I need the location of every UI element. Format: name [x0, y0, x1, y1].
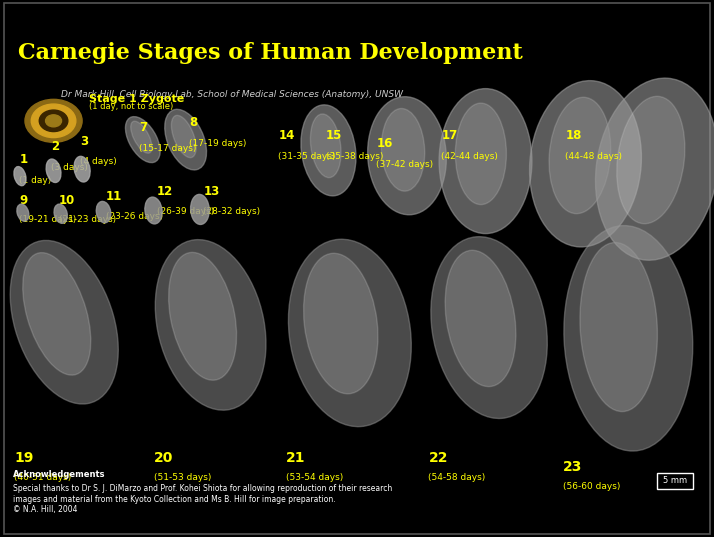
Text: 12: 12	[157, 185, 174, 198]
Text: Stage 1 Zygote: Stage 1 Zygote	[89, 93, 184, 104]
Ellipse shape	[381, 108, 425, 191]
Ellipse shape	[74, 156, 90, 182]
Text: 20: 20	[154, 451, 173, 465]
Text: 2: 2	[51, 140, 59, 153]
Text: 21: 21	[286, 451, 305, 465]
Ellipse shape	[96, 201, 111, 223]
Text: (1 day): (1 day)	[19, 176, 51, 185]
Ellipse shape	[456, 103, 506, 205]
Text: (51-53 days): (51-53 days)	[154, 473, 211, 482]
Text: (17-19 days): (17-19 days)	[189, 139, 246, 148]
Text: (23-26 days): (23-26 days)	[106, 212, 163, 221]
Text: (44-48 days): (44-48 days)	[565, 152, 623, 161]
Text: 23: 23	[563, 460, 582, 474]
Circle shape	[46, 115, 61, 127]
Ellipse shape	[145, 197, 162, 224]
Text: (42-44 days): (42-44 days)	[441, 152, 498, 161]
FancyBboxPatch shape	[657, 473, 693, 489]
Text: 15: 15	[326, 129, 342, 142]
Text: (35-38 days): (35-38 days)	[326, 152, 383, 161]
Text: 5 mm: 5 mm	[663, 476, 687, 485]
Ellipse shape	[131, 121, 152, 153]
Text: © N.A. Hill, 2004: © N.A. Hill, 2004	[13, 505, 77, 514]
Text: 1: 1	[19, 154, 27, 166]
Text: (1 day, not to scale): (1 day, not to scale)	[89, 102, 174, 111]
Text: (53-54 days): (53-54 days)	[286, 473, 343, 482]
Text: 19: 19	[14, 451, 34, 465]
Ellipse shape	[580, 243, 658, 411]
Ellipse shape	[311, 114, 341, 178]
Ellipse shape	[439, 89, 532, 234]
Text: (3 days): (3 days)	[51, 163, 89, 172]
Ellipse shape	[368, 97, 446, 215]
Ellipse shape	[171, 115, 196, 158]
Text: 14: 14	[278, 129, 295, 142]
Circle shape	[39, 110, 68, 132]
Text: Acknowledgements: Acknowledgements	[13, 470, 106, 479]
Text: (40-51 days): (40-51 days)	[14, 473, 71, 482]
Text: 18: 18	[565, 129, 582, 142]
Text: Dr Mark Hill, Cell Biology Lab, School of Medical Sciences (Anatomy), UNSW: Dr Mark Hill, Cell Biology Lab, School o…	[61, 90, 403, 99]
Text: 13: 13	[203, 185, 220, 198]
Text: 10: 10	[59, 194, 75, 207]
Text: 9: 9	[19, 194, 28, 207]
Ellipse shape	[303, 253, 378, 394]
Text: 16: 16	[376, 137, 393, 150]
Text: images and material from the Kyoto Collection and Ms B. Hill for image preparati: images and material from the Kyoto Colle…	[13, 495, 336, 504]
Text: (37-42 days): (37-42 days)	[376, 160, 433, 169]
Ellipse shape	[288, 240, 411, 426]
Text: 8: 8	[189, 116, 198, 129]
Ellipse shape	[169, 252, 236, 380]
Ellipse shape	[126, 117, 160, 163]
Text: (4 days): (4 days)	[80, 157, 116, 166]
Text: 7: 7	[139, 121, 147, 134]
Text: (31-35 days): (31-35 days)	[278, 152, 336, 161]
Ellipse shape	[54, 204, 67, 223]
Text: 3: 3	[80, 135, 88, 148]
Ellipse shape	[10, 241, 119, 404]
Ellipse shape	[549, 97, 610, 214]
Ellipse shape	[155, 240, 266, 410]
Text: (21-23 days): (21-23 days)	[59, 215, 116, 224]
Ellipse shape	[301, 105, 356, 196]
Text: 22: 22	[428, 451, 448, 465]
Text: Special thanks to Dr S. J. DiMarzo and Prof. Kohei Shiota for allowing reproduct: Special thanks to Dr S. J. DiMarzo and P…	[13, 484, 392, 493]
Text: Carnegie Stages of Human Development: Carnegie Stages of Human Development	[18, 42, 523, 64]
Ellipse shape	[617, 96, 685, 224]
Text: (56-60 days): (56-60 days)	[563, 482, 620, 491]
Ellipse shape	[445, 250, 516, 387]
Text: 11: 11	[106, 190, 122, 203]
Ellipse shape	[595, 78, 714, 260]
Ellipse shape	[46, 159, 61, 183]
Ellipse shape	[23, 252, 91, 375]
Circle shape	[31, 104, 76, 137]
Text: (15-17 days): (15-17 days)	[139, 144, 196, 153]
Text: (54-58 days): (54-58 days)	[428, 473, 486, 482]
Text: 17: 17	[441, 129, 458, 142]
Text: (26-39 days): (26-39 days)	[157, 207, 214, 216]
Circle shape	[25, 99, 82, 142]
Ellipse shape	[14, 166, 26, 186]
Ellipse shape	[530, 81, 641, 247]
Ellipse shape	[17, 204, 29, 221]
Ellipse shape	[191, 194, 209, 224]
Ellipse shape	[564, 226, 693, 451]
Text: (19-21 days): (19-21 days)	[19, 215, 76, 224]
Ellipse shape	[165, 110, 206, 170]
Text: (28-32 days): (28-32 days)	[203, 207, 261, 216]
Ellipse shape	[431, 237, 548, 418]
